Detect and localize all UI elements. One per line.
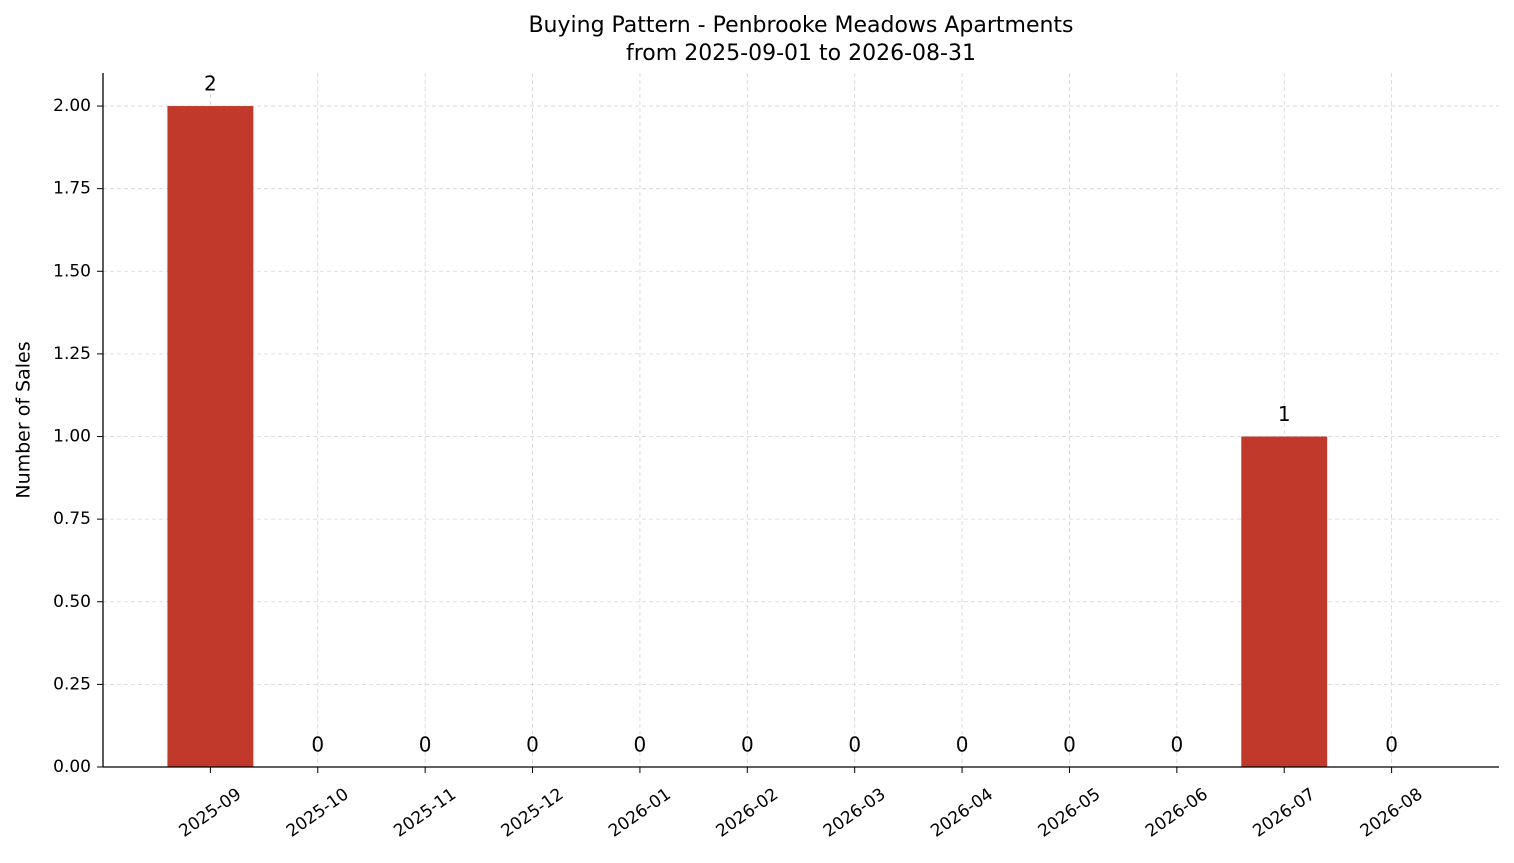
value-label: 0 <box>419 733 432 757</box>
chart-title: Buying Pattern - Penbrooke Meadows Apart… <box>528 13 1073 38</box>
x-tick-label: 2026-08 <box>1357 784 1427 841</box>
x-tick-label: 2026-01 <box>605 784 675 841</box>
x-tick-label: 2025-09 <box>176 784 246 841</box>
value-label: 0 <box>1063 733 1076 757</box>
x-tick-label: 2026-04 <box>927 784 997 841</box>
y-tick-label: 0.25 <box>53 674 91 694</box>
value-label: 0 <box>1385 733 1398 757</box>
value-label: 0 <box>741 733 754 757</box>
x-tick-label: 2026-07 <box>1249 784 1319 841</box>
x-tick-label: 2025-12 <box>498 784 568 841</box>
y-tick-label: 0.75 <box>53 509 91 529</box>
bar <box>1241 436 1328 767</box>
y-tick-label: 0.50 <box>53 592 91 612</box>
x-tick-label: 2026-03 <box>820 784 890 841</box>
x-tick-label: 2025-11 <box>390 784 460 841</box>
bar <box>167 106 254 768</box>
y-tick-label: 0.00 <box>53 757 91 777</box>
value-label: 0 <box>956 733 969 757</box>
marks <box>167 106 1328 768</box>
value-label: 2 <box>204 72 217 96</box>
y-tick-label: 1.25 <box>53 344 91 364</box>
value-label: 1 <box>1278 402 1291 426</box>
value-label: 0 <box>526 733 539 757</box>
y-tick-label: 2.00 <box>53 96 91 116</box>
grid <box>103 73 1499 768</box>
value-label: 0 <box>311 733 324 757</box>
chart-subtitle: from 2025-09-01 to 2026-08-31 <box>626 41 976 66</box>
x-tick-label: 2025-10 <box>283 784 353 841</box>
y-tick-label: 1.75 <box>53 179 91 199</box>
y-tick-label: 1.00 <box>53 427 91 447</box>
value-label: 0 <box>634 733 647 757</box>
y-tick-label: 1.50 <box>53 261 91 281</box>
value-label: 0 <box>1170 733 1183 757</box>
x-tick-label: 2026-06 <box>1142 784 1212 841</box>
y-axis-label: Number of Sales <box>13 341 35 498</box>
x-tick-label: 2026-02 <box>712 784 782 841</box>
x-tick-label: 2026-05 <box>1035 784 1105 841</box>
value-label: 0 <box>848 733 861 757</box>
